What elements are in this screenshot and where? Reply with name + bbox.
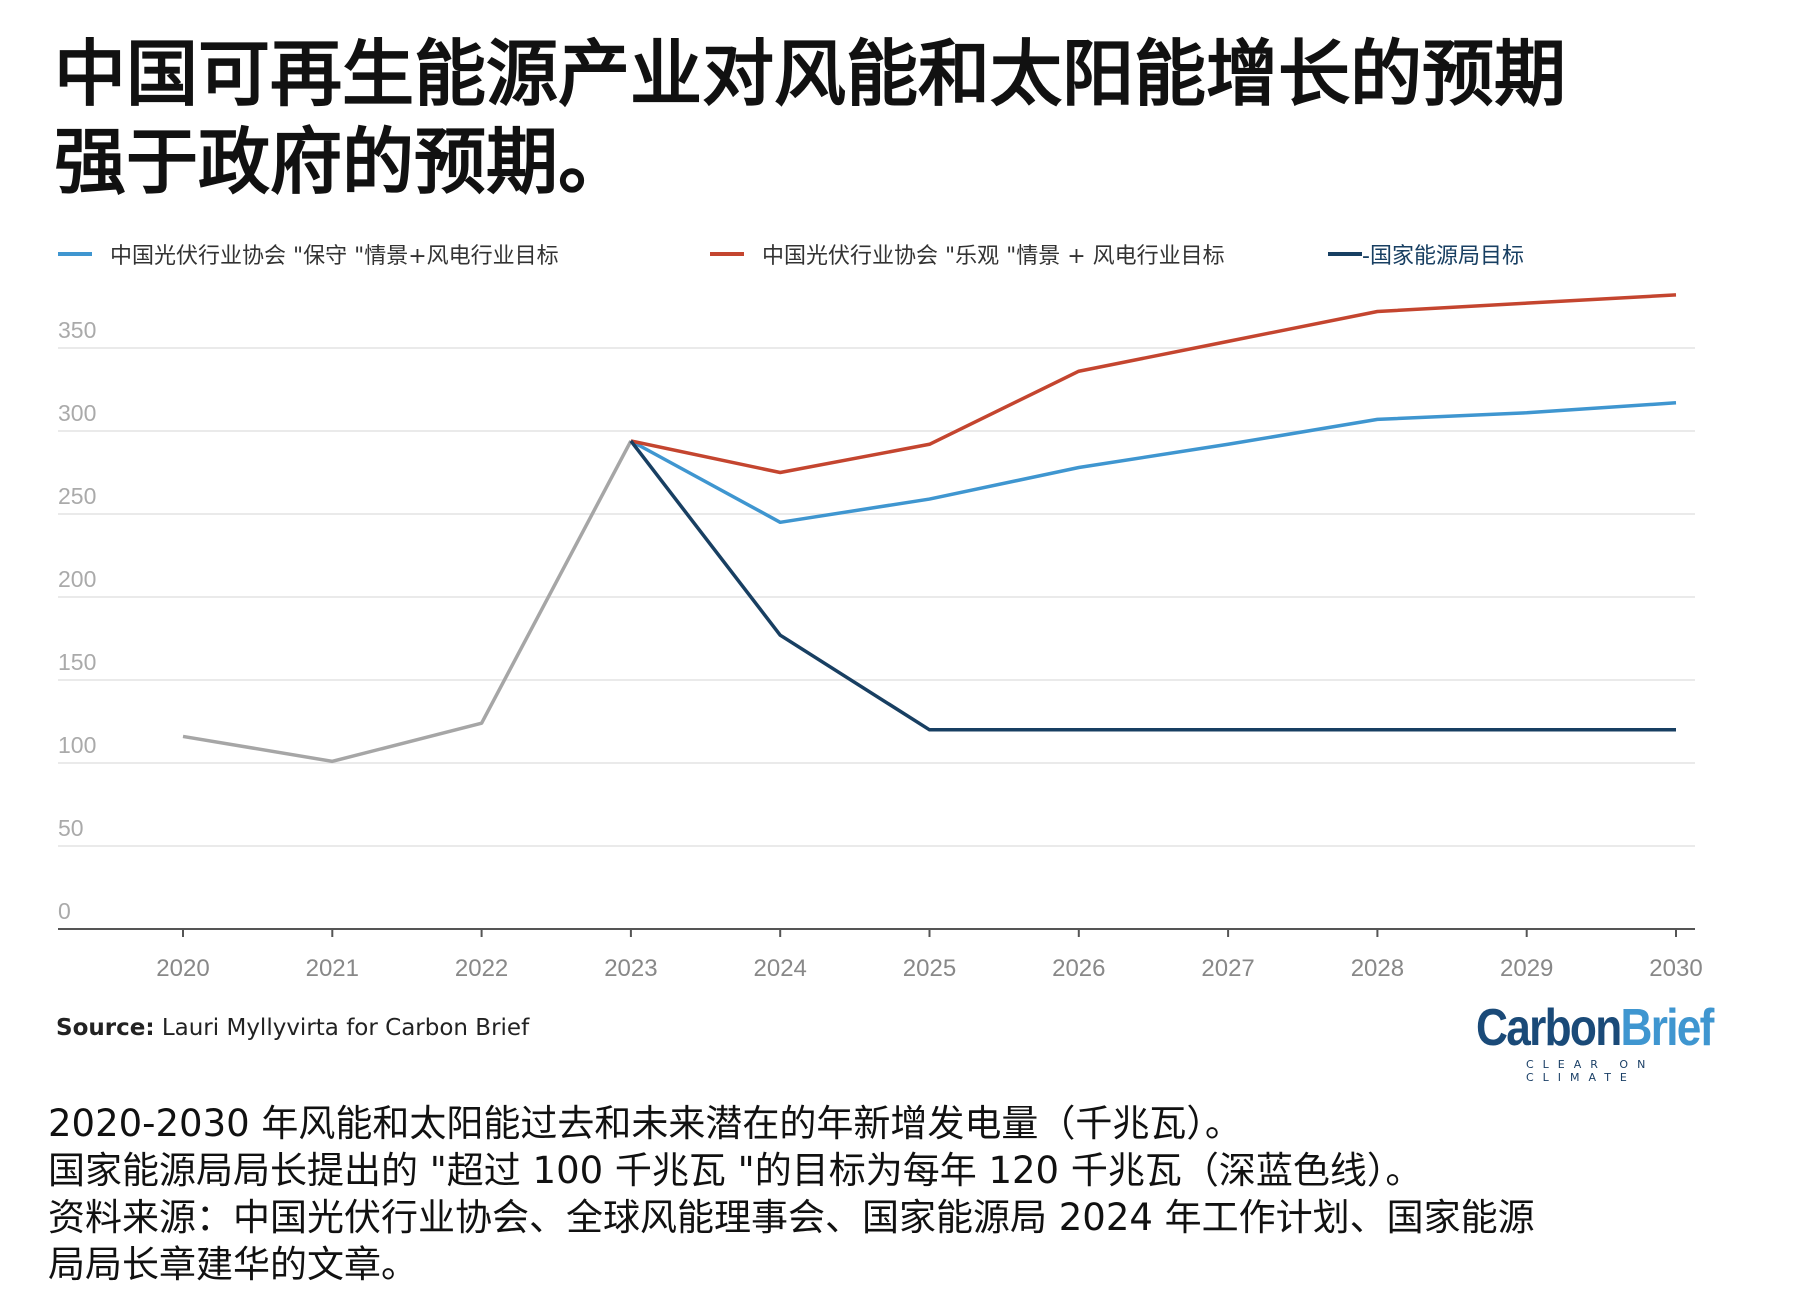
x-tick-label: 2029 — [1500, 955, 1553, 982]
y-tick-label: 100 — [58, 732, 96, 758]
y-tick-label: 200 — [58, 566, 96, 592]
legend-swatch — [1328, 252, 1362, 256]
title-line-1: 中国可再生能源产业对风能和太阳能增长的预期 — [54, 32, 1567, 116]
legend-item-optimistic: 中国光伏行业协会 "乐观 "情景 + 风电行业目标 — [710, 238, 1225, 270]
plot-area: 0 50 100 150 200 250 300 350 2020 2021 2022 2023 202… — [58, 293, 1703, 982]
x-tick-label: 2030 — [1649, 955, 1702, 982]
x-tick-label: 2027 — [1201, 955, 1254, 982]
legend-label: -国家能源局目标 — [1362, 244, 1524, 269]
x-tick-label: 2023 — [604, 955, 657, 982]
legend-item-conservative: 中国光伏行业协会 "保守 "情景+风电行业目标 — [58, 238, 559, 270]
series-line-nea — [629, 439, 1676, 732]
series-line-optimistic — [630, 293, 1677, 475]
carbonbrief-logo: CarbonBrief CLEAR ON CLIMATE — [1476, 998, 1716, 1084]
x-tick-label: 2028 — [1351, 955, 1404, 982]
x-tick-label: 2020 — [156, 955, 209, 982]
source-note: Source: Lauri Myllyvirta for Carbon Brie… — [56, 1015, 529, 1041]
x-tick-label: 2024 — [754, 955, 807, 982]
series-line-conservative — [630, 401, 1677, 525]
source-label: Source: — [56, 1015, 155, 1041]
x-tick-label: 2026 — [1052, 955, 1105, 982]
caption-line: 局局长章建华的文章。 — [48, 1243, 418, 1286]
y-tick-label: 0 — [58, 898, 71, 924]
y-tick-label: 150 — [58, 649, 96, 675]
x-tick-label: 2022 — [455, 955, 508, 982]
caption-line: 国家能源局局长提出的 "超过 100 千兆瓦 "的目标为每年 120 千兆瓦（深… — [48, 1149, 1423, 1192]
logo-brief: Brief — [1620, 999, 1715, 1057]
y-tick-label: 350 — [58, 317, 96, 343]
y-tick-label: 300 — [58, 400, 96, 426]
chart-title: 中国可再生能源产业对风能和太阳能增长的预期 强于政府的预期。 — [54, 30, 1754, 206]
legend-label: 中国光伏行业协会 "乐观 "情景 + 风电行业目标 — [762, 244, 1225, 269]
caption: 2020-2030 年风能和太阳能过去和未来潜在的年新增发电量（千兆瓦）。 国家… — [48, 1100, 1535, 1288]
y-tick-label: 250 — [58, 483, 96, 509]
caption-line: 2020-2030 年风能和太阳能过去和未来潜在的年新增发电量（千兆瓦）。 — [48, 1102, 1242, 1145]
series-line-historical — [182, 440, 633, 764]
logo-tagline: CLEAR ON CLIMATE — [1526, 1058, 1655, 1084]
legend-label: 中国光伏行业协会 "保守 "情景+风电行业目标 — [110, 244, 559, 269]
logo-carbon: Carbon — [1476, 999, 1622, 1057]
legend-swatch — [58, 252, 92, 256]
title-line-2: 强于政府的预期。 — [54, 120, 631, 204]
y-tick-label: 50 — [58, 815, 84, 841]
x-tick-label: 2025 — [903, 955, 956, 982]
source-text: Lauri Myllyvirta for Carbon Brief — [154, 1015, 530, 1041]
x-tick-label: 2021 — [306, 955, 359, 982]
legend-item-nea: -国家能源局目标 — [1328, 238, 1524, 270]
legend-swatch — [710, 252, 744, 256]
caption-line: 资料来源：中国光伏行业协会、全球风能理事会、国家能源局 2024 年工作计划、国… — [48, 1196, 1535, 1239]
